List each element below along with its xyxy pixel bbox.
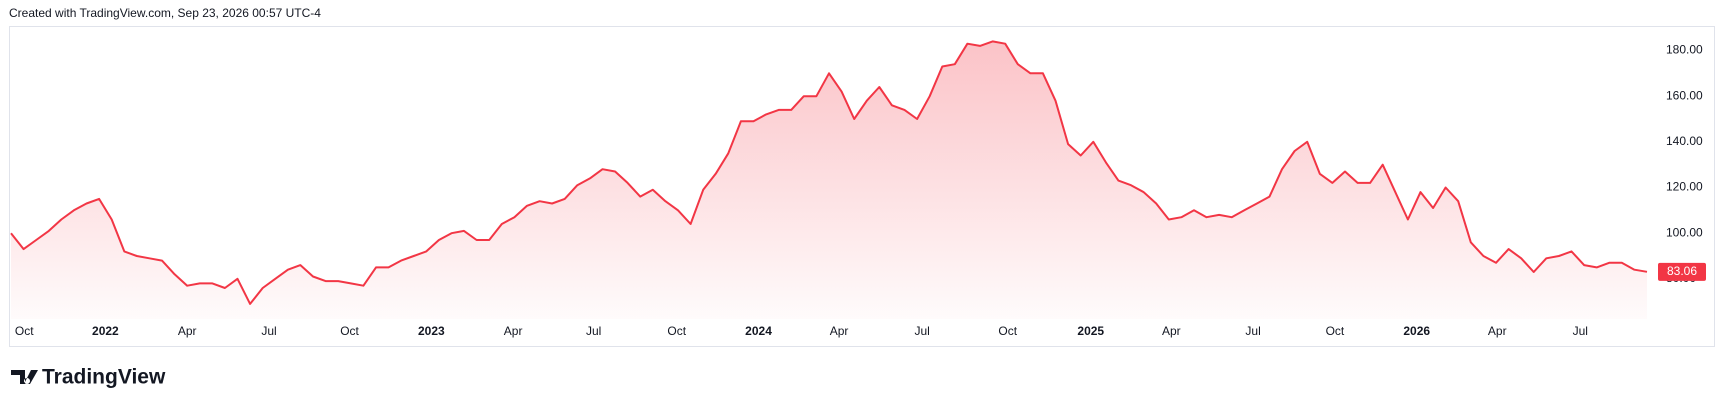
x-tick-label: Apr: [178, 324, 197, 338]
x-tick-label: Jul: [1245, 324, 1260, 338]
last-price-badge: [1658, 262, 1706, 281]
y-tick-label: 140.00: [1666, 134, 1703, 148]
logo-icon: [11, 370, 38, 384]
caption: Created with TradingView.com, Sep 23, 20…: [9, 6, 321, 20]
y-tick-label: 100.00: [1666, 225, 1703, 239]
x-tick-label: Jul: [586, 324, 601, 338]
chart-frame: [9, 26, 1715, 347]
x-tick-label: Apr: [1162, 324, 1181, 338]
x-tick-label: Oct: [1326, 324, 1345, 338]
x-tick-label: Jul: [261, 324, 276, 338]
x-tick-label: Apr: [504, 324, 523, 338]
price-line: [10, 40, 1648, 305]
x-tick-label: Oct: [998, 324, 1017, 338]
x-tick-label: Jul: [914, 324, 929, 338]
x-tick-label: Oct: [340, 324, 359, 338]
x-tick-label: Oct: [667, 324, 686, 338]
brand-logo[interactable]: TradingView: [11, 366, 166, 389]
y-tick-label: 180.00: [1666, 43, 1703, 57]
x-tick-label: 2026: [1403, 324, 1430, 338]
brand-name: TradingView: [42, 366, 166, 389]
x-tick-label: 2024: [745, 324, 772, 338]
last-price-label: 83.06: [1667, 264, 1697, 278]
x-tick-label: 2025: [1077, 324, 1104, 338]
x-tick-label: Oct: [15, 324, 34, 338]
x-tick-label: Jul: [1573, 324, 1588, 338]
y-tick-label: 120.00: [1666, 180, 1703, 194]
area-fill: [11, 41, 1647, 320]
x-tick-label: 2022: [92, 324, 119, 338]
y-tick-label: 160.00: [1666, 88, 1703, 102]
x-tick-label: 2023: [418, 324, 445, 338]
x-tick-label: Apr: [830, 324, 849, 338]
x-tick-label: Apr: [1488, 324, 1507, 338]
